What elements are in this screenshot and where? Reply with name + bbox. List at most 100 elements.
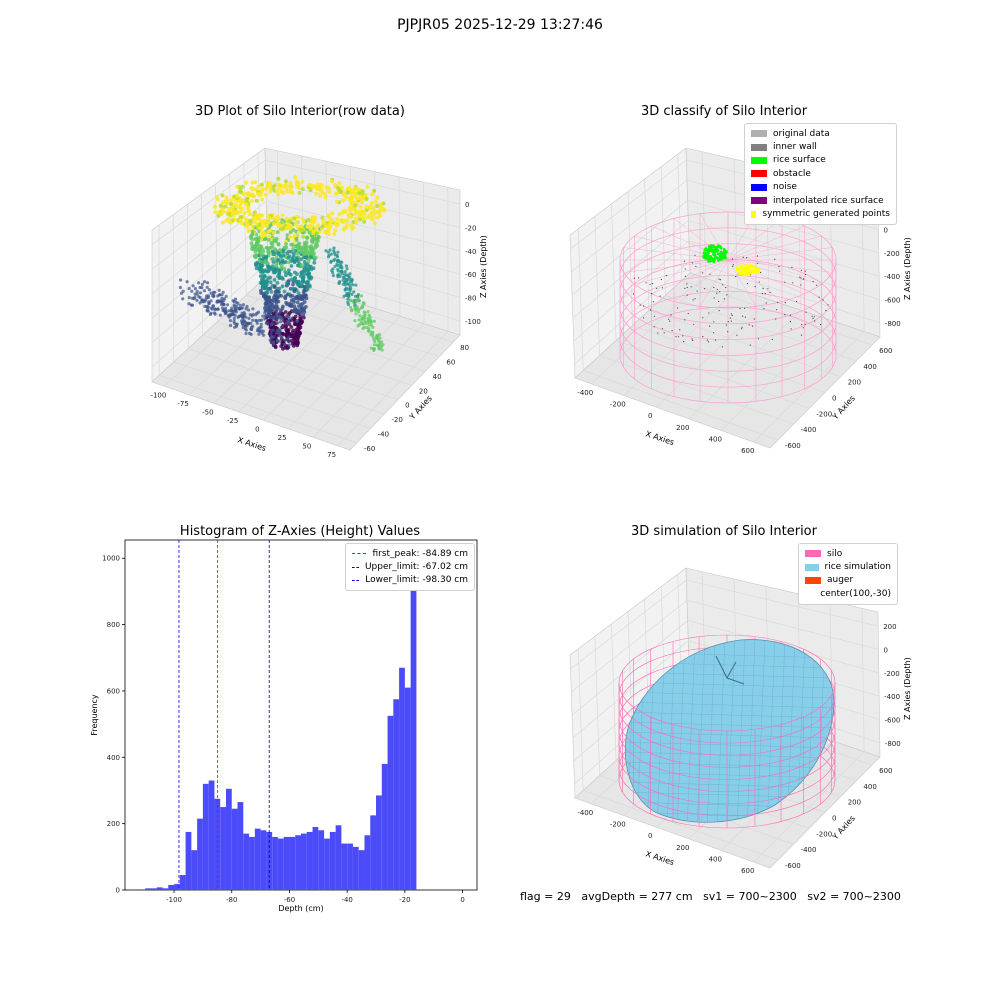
p1-xtick-label: -50	[202, 408, 213, 416]
p1-data-point	[218, 211, 223, 216]
p1-data-point	[200, 299, 204, 303]
p1-data-point	[372, 188, 377, 193]
p2-ytick-label: -400	[801, 426, 817, 434]
p2-silo-spoke	[727, 235, 822, 261]
p4-ytick-label: 200	[848, 799, 861, 807]
p1-data-point	[353, 319, 357, 323]
p2-legend: original data inner wall rice surface obsta…	[744, 123, 897, 225]
p1-data-point	[292, 317, 297, 321]
p1-data-point	[181, 297, 185, 301]
p1-data-point	[299, 227, 304, 232]
p1-data-point	[235, 322, 239, 326]
p2-inner-point	[732, 264, 734, 266]
p2-rice-point	[713, 258, 716, 261]
p3-ytick-label: 200	[107, 820, 120, 828]
p1-ztick-label: -60	[465, 271, 476, 279]
p1-data-point	[332, 231, 337, 236]
p1-data-point	[373, 199, 378, 204]
p1-data-point	[363, 311, 367, 315]
p2-legend-swatch	[751, 170, 767, 178]
p1-data-point	[207, 288, 211, 292]
p1-data-point	[250, 224, 255, 229]
p2-inner-point	[727, 331, 729, 333]
p1-data-point	[343, 287, 348, 291]
p2-zgrid	[574, 260, 880, 365]
p2-inner-point	[802, 327, 804, 329]
p2-silo-spoke	[651, 259, 729, 295]
p1-data-point	[190, 289, 194, 293]
p2-inner-point	[718, 300, 720, 303]
p3-bar	[404, 687, 411, 890]
p2-inner-point	[774, 258, 776, 260]
p1-data-point	[229, 312, 233, 316]
p1-ztick-label: -80	[465, 295, 476, 303]
p1-data-point	[300, 216, 305, 221]
p2-rice-point	[717, 244, 720, 248]
p2-silo-spoke	[727, 259, 833, 273]
p2-xlabel: X Axies	[644, 429, 675, 447]
p1-data-point	[222, 297, 226, 301]
p3-legend-entry: Lower_limit: -98.30 cm	[352, 574, 468, 587]
p2-symmetric-point	[739, 264, 743, 268]
p1-data-point	[239, 215, 244, 220]
p1-data-point	[230, 206, 234, 210]
p3-bar	[289, 836, 296, 890]
p1-data-point	[380, 348, 384, 352]
p1-data-point	[238, 218, 243, 223]
p1-data-point	[359, 199, 364, 204]
p2-inner-point	[744, 307, 746, 309]
p1-data-point	[336, 267, 340, 271]
p2-rice-point	[723, 253, 727, 257]
p1-data-point	[276, 321, 280, 325]
p1-data-point	[247, 316, 251, 320]
p1-data-point	[362, 302, 366, 306]
p1-data-point	[218, 293, 222, 297]
panel4-title: 3D simulation of Silo Interior	[631, 524, 817, 539]
p1-data-point	[272, 183, 277, 188]
p2-xtick-label: -200	[610, 401, 626, 409]
p1-ygrid	[186, 204, 385, 415]
p2-inner-point	[765, 302, 767, 304]
p1-data-point	[302, 266, 307, 270]
p2-inner-point	[752, 325, 754, 327]
p1-data-point	[297, 322, 302, 327]
p1-data-point	[309, 255, 313, 259]
p1-data-point	[378, 347, 382, 351]
p1-data-point	[340, 260, 344, 264]
p2-inner-point	[792, 282, 794, 284]
p1-data-point	[187, 286, 191, 291]
p2-inner-point	[713, 321, 715, 323]
p1-data-point	[280, 226, 285, 231]
p2-legend-swatch	[751, 143, 767, 151]
p1-data-point	[330, 218, 335, 223]
p1-data-point	[209, 291, 213, 295]
p1-data-point	[291, 252, 296, 256]
p1-data-point	[240, 184, 245, 189]
p1-data-point	[241, 192, 246, 197]
p1-data-point	[289, 225, 294, 229]
p2-inner-point	[722, 284, 724, 286]
p1-data-point	[375, 195, 380, 200]
p1-data-point	[263, 311, 267, 315]
p2-inner-point	[719, 279, 722, 281]
p4-rice-mesh	[625, 741, 834, 749]
p1-data-point	[255, 241, 259, 246]
p1-data-point	[292, 304, 297, 308]
p2-rice-point	[712, 260, 716, 264]
p1-data-point	[378, 336, 382, 340]
p4-ytick-label: -400	[801, 846, 817, 854]
p1-data-point	[247, 331, 252, 335]
p1-data-point	[305, 224, 310, 229]
p1-data-point	[302, 260, 307, 264]
p4-xtick-label: 400	[709, 856, 722, 864]
p1-data-point	[348, 197, 353, 202]
p1-data-point	[366, 310, 370, 314]
p3-bar	[202, 783, 209, 890]
p1-data-point	[298, 314, 303, 319]
p2-inner-point	[696, 290, 698, 292]
p1-data-point	[303, 293, 308, 298]
p2-silo-spoke	[727, 259, 822, 285]
p1-data-point	[249, 234, 253, 239]
p1-data-point	[200, 282, 204, 286]
p1-data-point	[317, 235, 321, 240]
